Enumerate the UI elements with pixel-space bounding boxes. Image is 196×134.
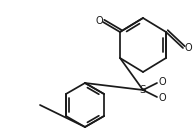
Text: S: S (140, 85, 146, 95)
Text: O: O (158, 77, 166, 87)
Text: O: O (184, 43, 192, 53)
Text: O: O (95, 16, 103, 26)
Text: O: O (158, 93, 166, 103)
